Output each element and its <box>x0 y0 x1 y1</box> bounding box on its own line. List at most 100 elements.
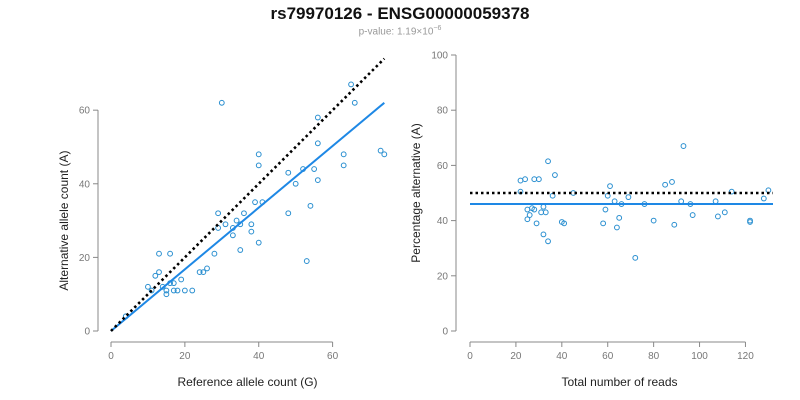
x-tick-label: 20 <box>179 351 191 362</box>
data-point <box>561 220 568 227</box>
data-point <box>255 239 262 246</box>
data-point <box>163 291 170 298</box>
x-tick-label: 20 <box>510 351 522 362</box>
reference-line <box>110 57 386 332</box>
y-tick-label: 0 <box>442 327 448 338</box>
data-point <box>662 181 669 188</box>
data-point <box>616 214 623 221</box>
data-point <box>381 151 388 158</box>
data-point <box>760 195 767 202</box>
data-point <box>174 287 181 294</box>
x-tick-label: 0 <box>467 351 473 362</box>
data-point <box>540 231 547 238</box>
data-point <box>533 220 540 227</box>
data-point <box>156 250 162 257</box>
data-point <box>531 176 538 183</box>
data-point <box>170 287 177 294</box>
data-point <box>747 217 753 224</box>
data-point <box>170 280 177 287</box>
data-point <box>522 176 528 183</box>
data-point <box>229 232 236 239</box>
data-point <box>611 198 618 205</box>
data-point <box>148 287 155 294</box>
x-tick-label: 0 <box>108 351 114 362</box>
data-point <box>314 177 321 183</box>
y-tick-label: 20 <box>437 271 449 282</box>
data-point <box>222 221 229 228</box>
data-point <box>200 269 207 276</box>
y-tick-label: 60 <box>437 161 449 172</box>
y-axis-label: Alternative allele count (A) <box>57 151 71 291</box>
p-value-subtitle: p-value: 1.19×10−6 <box>358 25 442 38</box>
data-point <box>167 250 173 257</box>
data-point <box>292 180 299 187</box>
data-point <box>538 209 545 216</box>
data-point <box>531 206 538 213</box>
data-point <box>163 287 170 294</box>
data-point <box>285 169 292 176</box>
data-point <box>712 198 719 205</box>
data-point <box>178 276 185 283</box>
y-tick-label: 60 <box>79 106 91 117</box>
data-point <box>211 250 218 257</box>
data-point <box>728 188 735 195</box>
data-point <box>255 162 262 169</box>
data-point <box>218 99 225 106</box>
y-tick-label: 40 <box>437 216 449 227</box>
data-point <box>233 217 240 224</box>
data-point <box>715 213 721 220</box>
data-point <box>215 210 222 217</box>
data-point <box>307 202 314 209</box>
chart-title: rs79970126 - ENSG00000059378 <box>270 4 530 23</box>
data-point <box>377 147 384 154</box>
data-point <box>552 172 558 178</box>
percentage-panel: 0 20 40 60 80 100 120 0 20 40 60 80 100 Total number … <box>409 51 773 389</box>
y-tick-label: 0 <box>84 327 90 338</box>
data-point <box>204 265 210 272</box>
data-point <box>181 287 188 294</box>
data-point <box>241 210 247 217</box>
data-point <box>252 199 258 206</box>
data-point <box>545 158 551 165</box>
y-axis-label: Percentage alternative (A) <box>409 123 423 262</box>
y-tick-label: 20 <box>79 253 91 264</box>
data-point <box>680 143 687 149</box>
data-point <box>255 151 262 158</box>
data-point <box>602 206 609 213</box>
data-point <box>600 220 607 227</box>
x-tick-label: 60 <box>602 351 614 362</box>
data-point <box>535 176 542 183</box>
y-tick-label: 40 <box>79 179 91 190</box>
data-point <box>671 221 678 228</box>
x-tick-label: 80 <box>648 351 660 362</box>
data-point <box>526 212 533 218</box>
x-axis-label: Reference allele count (G) <box>177 375 317 389</box>
data-point <box>314 114 321 121</box>
data-point <box>545 238 551 245</box>
data-point <box>614 224 620 231</box>
data-point <box>189 287 196 294</box>
data-point <box>348 81 354 88</box>
allele-count-panel: 0 20 40 60 0 20 40 60 Reference allele count (G)… <box>57 57 388 389</box>
data-point <box>145 283 151 290</box>
data-point <box>314 140 321 147</box>
data-point <box>152 272 159 279</box>
x-tick-label: 60 <box>327 351 339 362</box>
data-point <box>689 212 696 218</box>
data-point <box>721 209 728 216</box>
data-point <box>517 177 524 184</box>
data-point <box>237 247 244 253</box>
data-point <box>678 198 685 205</box>
x-tick-label: 120 <box>737 351 754 362</box>
data-point <box>625 194 632 201</box>
data-point <box>311 166 318 172</box>
x-tick-label: 100 <box>691 351 708 362</box>
data-point <box>669 179 675 185</box>
data-point <box>248 221 255 228</box>
data-point <box>340 151 347 158</box>
data-point <box>248 228 255 235</box>
x-axis-label: Total number of reads <box>561 375 677 389</box>
data-point <box>351 99 358 106</box>
data-point <box>196 269 203 276</box>
